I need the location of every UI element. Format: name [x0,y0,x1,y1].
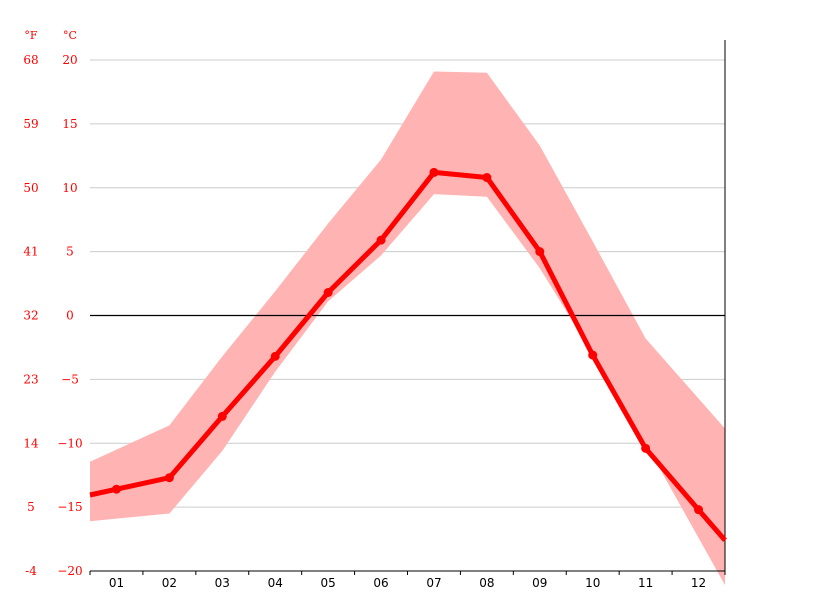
x-tick-label: 08 [479,576,494,590]
mean-temperature-line [89,169,727,542]
celsius-tick-label: 15 [62,117,77,131]
x-tick-label: 05 [320,576,335,590]
fahrenheit-tick-label: 14 [23,436,39,450]
celsius-tick-label: −5 [61,372,79,386]
mean-temperature-point [270,351,280,361]
mean-temperature-point [323,288,333,298]
x-tick-label: 02 [162,576,177,590]
x-tick-label: 12 [691,576,706,590]
fahrenheit-unit-label: °F [24,29,38,42]
temperature-range-band [90,71,725,586]
celsius-unit-label: °C [63,29,77,42]
mean-temperature-point [376,235,386,245]
mean-temperature-point [641,443,651,453]
mean-temperature-point [482,173,492,183]
mean-temperature-point [588,350,598,360]
x-tick-label: 04 [268,576,283,590]
mean-temperature-point [217,411,227,421]
celsius-tick-label: 5 [66,245,74,259]
fahrenheit-tick-label: 50 [23,181,38,195]
x-tick-label: 07 [426,576,441,590]
mean-temperature-point [535,247,545,257]
celsius-tick-label: −15 [57,500,82,514]
celsius-tick-label: 10 [62,181,77,195]
fahrenheit-tick-label: 23 [23,372,38,386]
fahrenheit-tick-label: -4 [25,564,37,578]
mean-temperature-point [111,484,121,494]
fahrenheit-tick-label: 68 [23,53,38,67]
x-tick-label: 01 [109,576,124,590]
celsius-tick-label: 0 [66,309,74,323]
x-tick-label: 09 [532,576,547,590]
celsius-tick-label: 20 [62,53,77,67]
fahrenheit-tick-label: 32 [23,309,38,323]
mean-temperature-point [694,505,704,515]
fahrenheit-tick-label: 41 [23,245,38,259]
x-tick-label: 11 [638,576,653,590]
fahrenheit-tick-label: 59 [23,117,38,131]
x-tick-label: 10 [585,576,600,590]
celsius-tick-label: −20 [57,564,82,578]
mean-temperature-point [429,167,439,177]
fahrenheit-tick-label: 5 [27,500,35,514]
mean-temperature-point [164,473,174,483]
x-tick-label: 03 [215,576,230,590]
celsius-tick-label: −10 [57,436,82,450]
x-tick-label: 06 [373,576,388,590]
